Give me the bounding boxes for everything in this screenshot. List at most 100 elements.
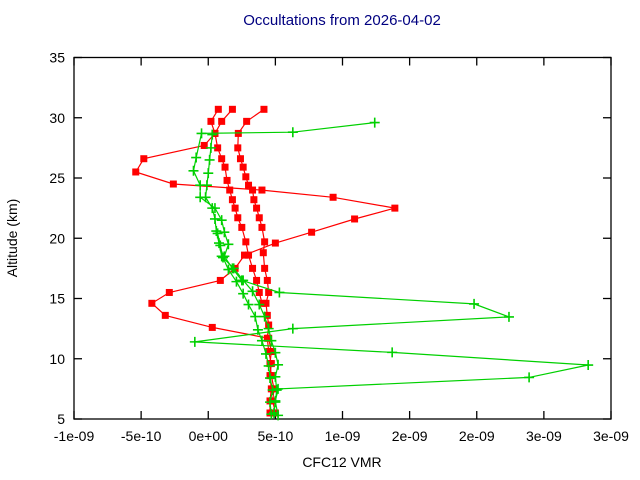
square-marker [242, 173, 250, 181]
square-marker [258, 186, 266, 194]
square-marker [261, 238, 269, 246]
plus-marker [243, 299, 254, 310]
y-tick-label: 25 [49, 170, 65, 186]
plus-marker [219, 227, 230, 238]
square-marker [223, 176, 231, 184]
square-marker [218, 155, 226, 163]
plus-marker [273, 383, 284, 394]
y-tick-label: 5 [57, 411, 65, 427]
square-marker [226, 186, 234, 194]
square-marker [263, 276, 271, 284]
square-marker [231, 204, 239, 212]
series-line [217, 233, 274, 415]
plus-marker [189, 336, 200, 347]
plus-marker [218, 252, 229, 263]
plus-marker [254, 299, 265, 310]
square-marker [200, 141, 208, 149]
square-marker [253, 276, 261, 284]
plus-marker [196, 128, 207, 139]
square-marker [148, 299, 156, 307]
series-green-occultation-2 [200, 129, 284, 421]
square-marker [228, 105, 236, 113]
x-tick-label: 2e-09 [392, 428, 428, 444]
square-marker [221, 163, 229, 171]
plus-marker [256, 335, 267, 346]
x-tick-label: -1e-09 [54, 428, 95, 444]
plus-marker [191, 152, 202, 163]
x-tick-label: 3e-09 [526, 428, 562, 444]
square-marker [169, 180, 177, 188]
plus-marker [204, 154, 215, 165]
square-marker [218, 117, 226, 125]
y-tick-label: 30 [49, 110, 65, 126]
square-marker [140, 155, 148, 163]
square-marker [165, 288, 173, 296]
plus-marker [228, 263, 239, 274]
y-tick-label: 20 [49, 230, 65, 246]
square-marker [245, 251, 253, 259]
square-marker [308, 228, 316, 236]
square-marker [242, 238, 250, 246]
x-tick-label: 1e-09 [325, 428, 361, 444]
plus-marker [250, 311, 261, 322]
plus-marker [238, 275, 249, 286]
chart-title: Occultations from 2026-04-02 [243, 12, 441, 29]
plus-marker [207, 203, 218, 214]
plus-marker [524, 372, 535, 383]
plus-marker [265, 373, 276, 384]
plus-marker [287, 127, 298, 138]
square-marker [239, 163, 247, 171]
y-tick-label: 10 [49, 351, 65, 367]
square-marker [261, 264, 269, 272]
plus-marker [252, 324, 263, 335]
plus-marker [270, 371, 281, 382]
plot-border [73, 56, 612, 420]
square-marker [255, 288, 263, 296]
square-marker [267, 348, 275, 356]
square-marker [132, 168, 140, 176]
square-marker [214, 105, 222, 113]
square-marker [265, 288, 273, 296]
plus-marker [387, 347, 398, 358]
plus-marker [266, 409, 277, 420]
plus-marker [263, 360, 274, 371]
square-marker [249, 264, 257, 272]
plus-marker [188, 165, 199, 176]
square-marker [329, 193, 337, 201]
square-marker [228, 196, 236, 204]
square-marker [208, 323, 216, 331]
square-marker [161, 311, 169, 319]
square-marker [258, 223, 266, 231]
square-marker [245, 181, 253, 189]
plus-marker [266, 335, 277, 346]
y-tick-label: 35 [49, 50, 65, 66]
plus-marker [209, 213, 220, 224]
square-marker [271, 239, 279, 247]
square-marker [391, 204, 399, 212]
square-marker [259, 249, 267, 257]
series-line [134, 108, 396, 414]
plus-marker [503, 311, 514, 322]
square-marker [255, 214, 263, 222]
plus-marker [211, 226, 222, 237]
plus-marker [205, 142, 216, 153]
square-marker [260, 105, 268, 113]
plus-marker [223, 239, 234, 250]
plus-marker [273, 359, 284, 370]
square-marker [207, 117, 215, 125]
plus-marker [369, 117, 380, 128]
plus-marker [223, 264, 234, 275]
square-marker [265, 334, 273, 342]
plus-marker [263, 323, 274, 334]
plus-marker [260, 348, 271, 359]
x-tick-label: 2e-09 [459, 428, 495, 444]
square-marker [234, 144, 242, 152]
square-marker [216, 276, 224, 284]
x-tick-label: 0e+00 [189, 428, 229, 444]
plus-marker [469, 298, 480, 309]
plus-marker [216, 215, 227, 226]
square-marker [263, 311, 271, 319]
square-marker [240, 251, 248, 259]
plus-marker [583, 360, 594, 371]
plus-marker [267, 385, 278, 396]
